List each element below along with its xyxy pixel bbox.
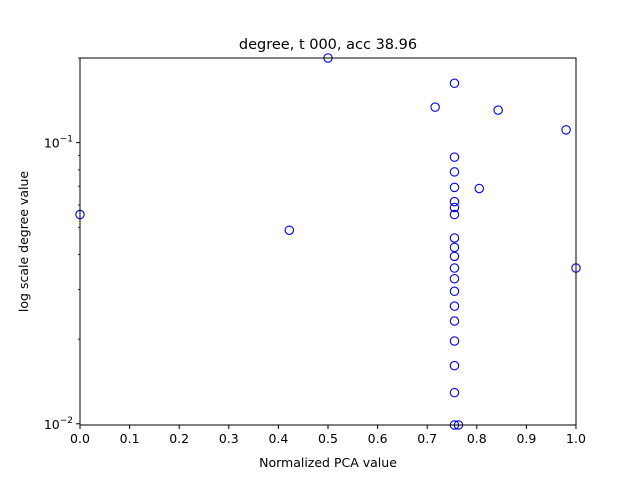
scatter-point [449,387,460,398]
y-axis-label: log scale degree value [16,171,31,312]
x-tick-label: 0.1 [120,431,140,446]
x-tick-label: 0.5 [318,431,338,446]
x-axis-label: Normalized PCA value [259,455,397,470]
scatter-point [449,301,460,311]
scatter-point [449,263,460,273]
scatter-point [449,316,460,326]
scatter-point [474,183,485,194]
scatter-point [449,251,460,262]
x-tick-label: 0.7 [417,431,437,446]
scatter-point [449,273,460,284]
x-tick-label: 0.3 [219,431,239,446]
chart-title: degree, t 000, acc 38.96 [239,37,417,53]
scatter-point [493,105,503,115]
scatter-point [449,152,460,162]
scatter-point [449,242,460,253]
scatter-point [449,78,460,89]
x-tick-label: 1.0 [566,431,586,446]
x-tick-label: 0.2 [169,431,189,446]
scatter-point [449,167,460,177]
scatter-point [561,125,571,135]
scatter-point [449,209,460,220]
x-tick-label: 0.4 [268,431,288,446]
scatter-point [449,360,460,371]
y-axis-ticks: 10−210−1 [44,57,80,432]
x-tick-label: 0.9 [516,431,536,446]
x-tick-label: 0.8 [467,431,487,446]
scatter-point [449,196,460,207]
scatter-point [449,233,460,243]
scatter-point [449,202,460,213]
scatter-point [430,102,440,112]
scatter-point [449,182,460,193]
x-axis-ticks: 0.0 0.1 0.2 0.3 0.4 0.5 0.6 0.7 0.8 0.9 1.0 [70,425,586,446]
x-tick-label: 0.0 [70,431,90,446]
scatter-point [449,286,460,297]
scatter-point [284,225,295,235]
x-tick-label: 0.6 [368,431,388,446]
scatter-point [449,336,460,346]
data-points [75,53,581,430]
